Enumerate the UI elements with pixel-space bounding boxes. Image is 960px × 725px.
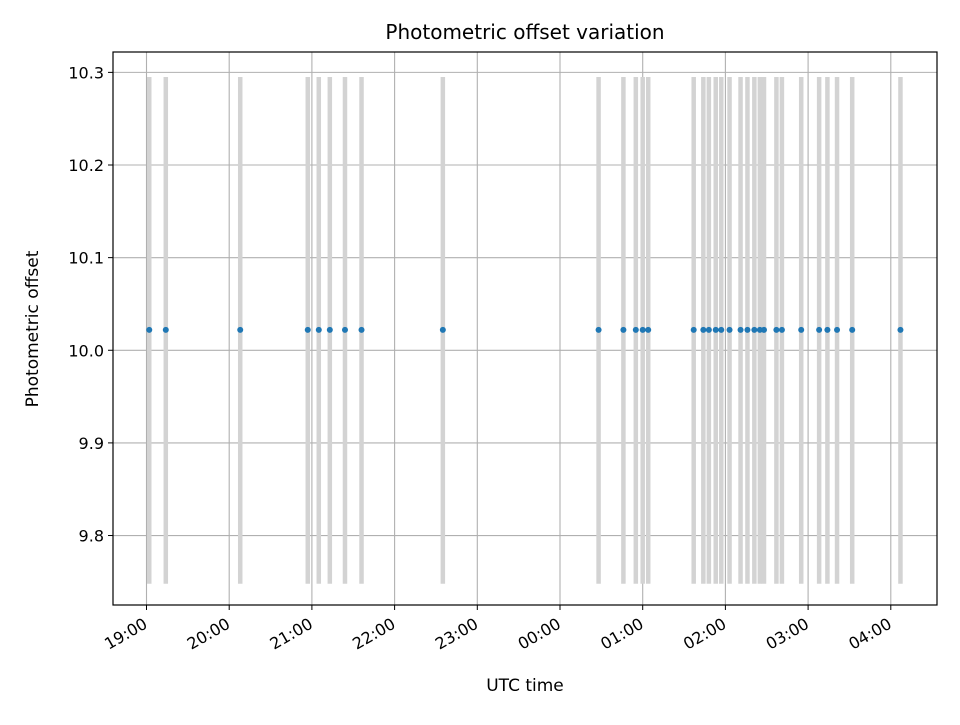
grid xyxy=(113,52,937,605)
data-point xyxy=(744,326,751,333)
data-point xyxy=(816,326,823,333)
data-point xyxy=(690,326,697,333)
data-point xyxy=(358,326,365,333)
x-tick-label: 19:00 xyxy=(101,614,150,654)
data-point xyxy=(778,326,785,333)
data-point xyxy=(645,326,652,333)
data-point xyxy=(751,326,758,333)
y-tick-label: 10.1 xyxy=(68,249,104,268)
data-point xyxy=(326,326,333,333)
data-point xyxy=(146,326,153,333)
axis-ticks: 19:00 20:00 21:00 22:00 23:00 00:00 01:00 02:00… xyxy=(68,63,894,653)
data-point xyxy=(304,326,311,333)
data-point xyxy=(849,326,856,333)
data-point xyxy=(834,326,841,333)
data-point xyxy=(632,326,639,333)
data-point xyxy=(620,326,627,333)
data-point xyxy=(897,326,904,333)
chart-title: Photometric offset variation xyxy=(385,20,664,44)
data-point xyxy=(237,326,244,333)
data-points xyxy=(146,326,904,333)
x-tick-label: 21:00 xyxy=(266,614,315,654)
data-point xyxy=(798,326,805,333)
y-tick-label: 9.8 xyxy=(79,527,104,546)
data-point xyxy=(341,326,348,333)
y-tick-label: 10.0 xyxy=(68,341,104,360)
x-tick-label: 20:00 xyxy=(184,614,233,654)
data-point xyxy=(718,326,725,333)
data-point xyxy=(439,326,446,333)
x-tick-label: 23:00 xyxy=(432,614,481,654)
y-tick-label: 9.9 xyxy=(79,434,104,453)
data-point xyxy=(760,326,767,333)
data-point xyxy=(737,326,744,333)
x-tick-label: 22:00 xyxy=(349,614,398,654)
x-tick-label: 02:00 xyxy=(680,614,729,654)
data-point xyxy=(315,326,322,333)
error-bands xyxy=(147,77,903,584)
data-point xyxy=(756,326,763,333)
data-point xyxy=(595,326,602,333)
data-point xyxy=(705,326,712,333)
data-point xyxy=(824,326,831,333)
x-axis-label: UTC time xyxy=(486,676,564,696)
x-tick-label: 00:00 xyxy=(515,614,564,654)
x-tick-label: 01:00 xyxy=(597,614,646,654)
data-point xyxy=(700,326,707,333)
x-tick-label: 03:00 xyxy=(763,614,812,654)
data-point xyxy=(726,326,733,333)
plot-frame xyxy=(112,51,938,606)
data-point xyxy=(162,326,169,333)
y-tick-label: 10.3 xyxy=(68,63,104,82)
data-point xyxy=(712,326,719,333)
data-point xyxy=(773,326,780,333)
data-point xyxy=(639,326,646,333)
x-tick-label: 04:00 xyxy=(845,614,894,654)
y-axis-label: Photometric offset xyxy=(23,250,43,407)
y-tick-label: 10.2 xyxy=(68,156,104,175)
